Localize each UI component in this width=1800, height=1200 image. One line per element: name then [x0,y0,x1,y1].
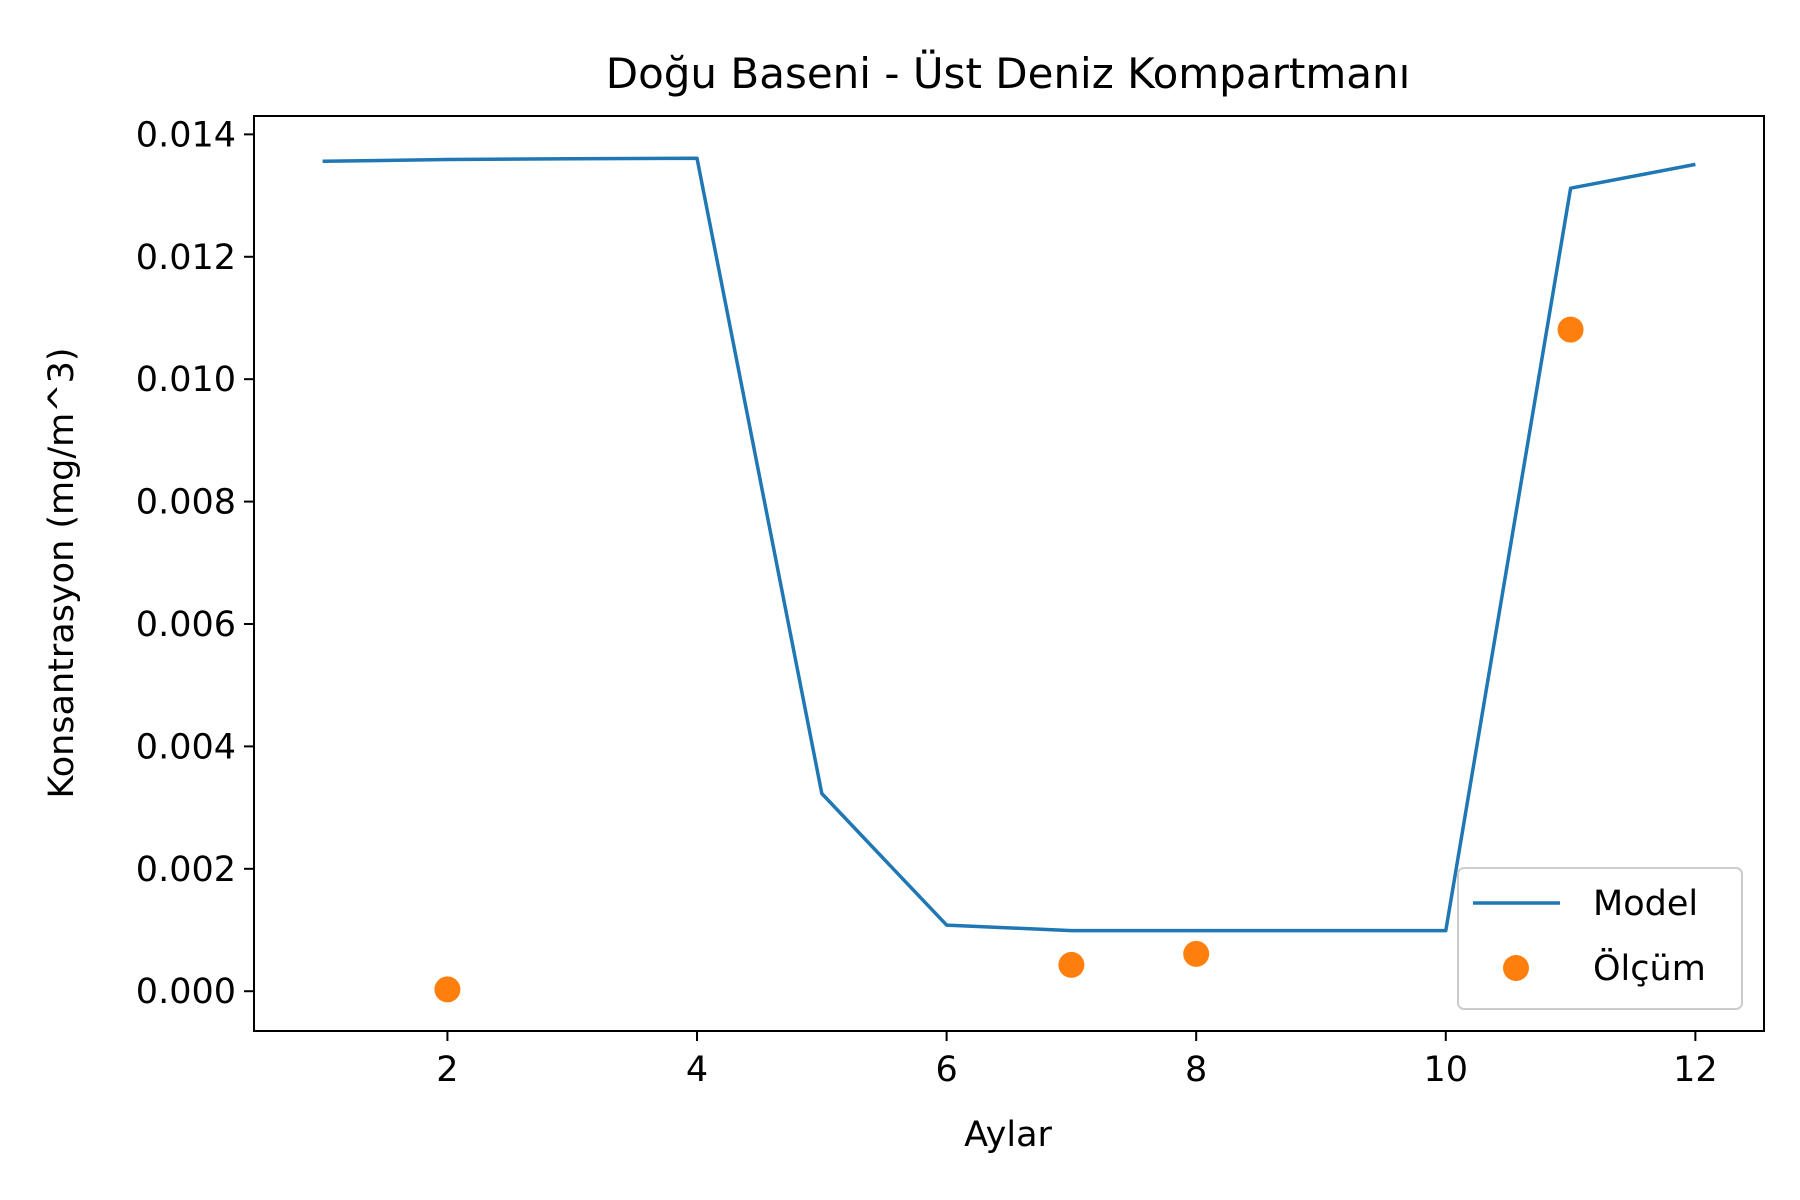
legend: Model Ölçüm [1457,867,1743,1010]
y-axis: 0.000 0.002 0.004 0.006 0.008 0.010 0.012 0.014 [136,115,254,1012]
x-tick-label: 2 [436,1050,458,1090]
y-tick-label: 0.010 [136,360,236,400]
y-axis-title: Konsantrasyon (mg/m^3) [42,347,82,798]
series-olcum-point [1557,316,1584,343]
y-tick-label: 0.004 [136,727,236,767]
plot-area [322,156,1696,1003]
y-tick-label: 0.006 [136,605,236,645]
plot-frame [253,115,1765,1032]
x-tick-label: 8 [1185,1050,1207,1090]
series-olcum-point [434,976,461,1003]
legend-olcum-swatch [1503,955,1529,981]
y-tick-label: 0.012 [136,238,236,278]
x-tick-label: 12 [1673,1050,1718,1090]
y-tick-label: 0.014 [136,115,236,155]
x-tick-label: 4 [686,1050,708,1090]
y-tick-label: 0.000 [136,972,236,1012]
series-model-line [322,156,1696,933]
x-tick-label: 10 [1424,1050,1469,1090]
y-tick-label: 0.008 [136,483,236,523]
series-olcum-point [1058,951,1085,978]
x-axis-title: Aylar [964,1115,1052,1155]
legend-label: Model [1593,884,1698,924]
y-tick-label: 0.002 [136,850,236,890]
chart-title: Doğu Baseni - Üst Deniz Kompartmanı [606,48,1411,98]
x-tick-label: 6 [935,1050,957,1090]
series-olcum-point [1183,940,1210,967]
legend-label: Ölçüm [1593,947,1706,989]
x-axis: 2 4 6 8 10 12 [436,1031,1718,1090]
